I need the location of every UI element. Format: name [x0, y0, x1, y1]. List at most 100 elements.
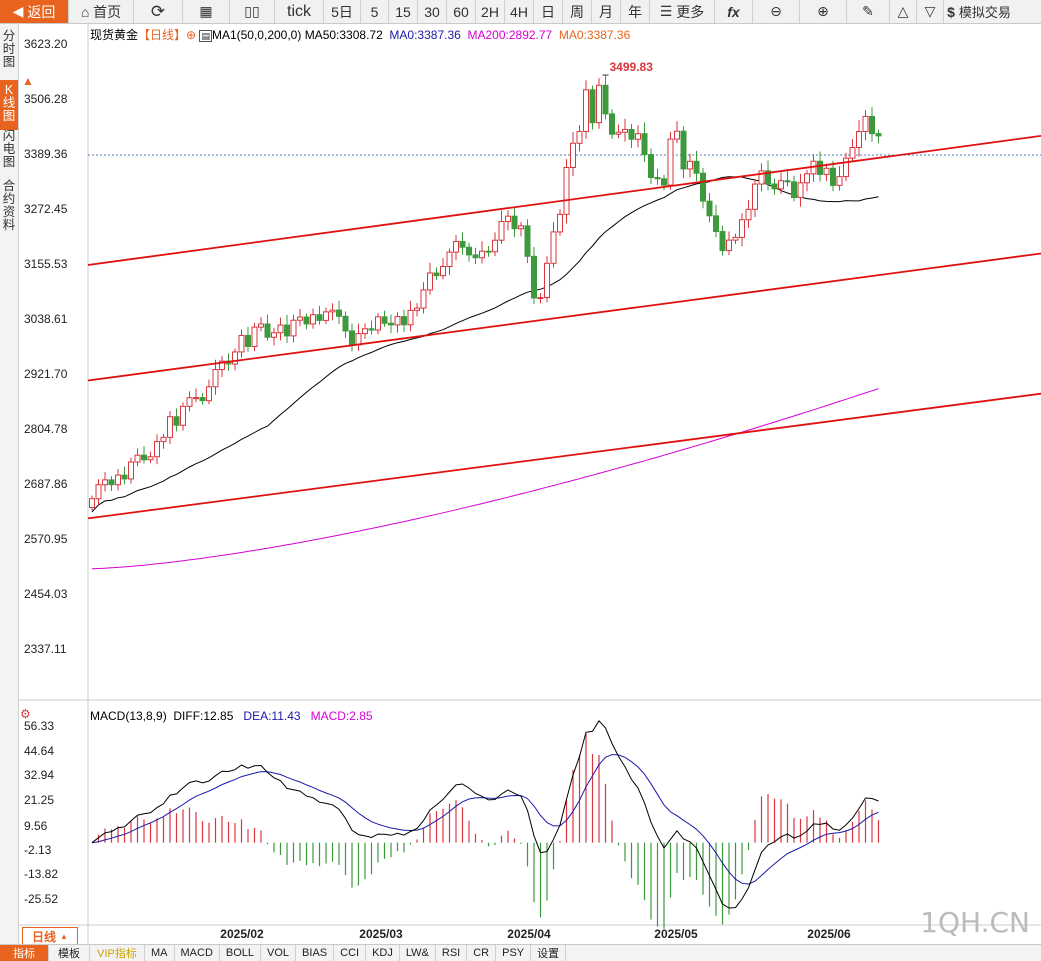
period-2h[interactable]: 2H — [476, 0, 505, 23]
bullish-candle — [537, 297, 544, 300]
bullish-candle — [674, 130, 680, 140]
period-month[interactable]: 月 — [592, 0, 621, 23]
bearish-candle — [654, 177, 661, 180]
period-day[interactable]: 日 — [534, 0, 563, 23]
tab-vip-indicator[interactable]: VIP指标 — [90, 945, 145, 961]
bearish-candle — [817, 160, 823, 175]
watermark: 1QH.CN — [920, 906, 1030, 939]
bullish-candle — [271, 332, 277, 338]
back-button[interactable]: ◀ 返回 — [0, 0, 69, 23]
macd-pane — [91, 719, 880, 929]
bearish-candle — [108, 479, 115, 486]
tab-bias[interactable]: BIAS — [296, 945, 335, 961]
sidebar-tab-kline[interactable]: K线图 — [0, 80, 18, 130]
indicator-icon: ▤ — [199, 30, 212, 42]
period-30m[interactable]: 30 — [418, 0, 447, 23]
bullish-candle — [570, 142, 576, 169]
channel-line — [87, 252, 1041, 382]
bullish-candle — [147, 456, 154, 461]
sidebar-tab-intraday[interactable]: 分时图 — [2, 29, 16, 69]
tab-cci[interactable]: CCI — [334, 945, 367, 961]
tab-ma[interactable]: MA — [145, 945, 175, 961]
tab-lw[interactable]: LW& — [400, 945, 436, 961]
bullish-candle — [492, 239, 498, 253]
y-tick-label: 3038.61 — [24, 312, 68, 326]
bullish-candle — [232, 351, 238, 365]
y-tick-label: 3623.20 — [24, 37, 68, 51]
channel-line — [87, 392, 1041, 520]
bullish-candle — [576, 130, 583, 144]
bullish-candle — [622, 128, 628, 133]
bearish-candle — [602, 84, 609, 115]
bearish-candle — [381, 316, 388, 324]
tab-rsi[interactable]: RSI — [436, 945, 468, 961]
period-tick[interactable]: tick — [275, 0, 324, 23]
pencil-icon: ✎ — [862, 3, 874, 19]
candle-type-button[interactable]: ▯▯ — [230, 0, 275, 23]
bullish-candle — [667, 138, 674, 186]
refresh-button[interactable]: ⟳ — [134, 0, 183, 23]
bearish-candle — [609, 113, 615, 135]
tab-psy[interactable]: PSY — [496, 945, 532, 961]
macd-tick-label: -13.82 — [24, 867, 59, 881]
bullish-candle — [615, 131, 622, 135]
period-15m[interactable]: 15 — [389, 0, 418, 23]
tab-kdj[interactable]: KDJ — [366, 945, 400, 961]
bearish-candle — [524, 225, 531, 257]
macd-settings-icon[interactable]: ⚙ — [20, 707, 31, 721]
period-selector[interactable]: 日线 ▲ — [22, 927, 78, 945]
tab-vol[interactable]: VOL — [261, 945, 297, 961]
formula-button[interactable]: fx — [715, 0, 753, 23]
bullish-candle — [596, 84, 602, 124]
home-icon: ⌂ — [80, 3, 94, 20]
settings-icon[interactable]: ⊕ — [186, 28, 197, 42]
instrument-title: 现货黄金 — [90, 28, 139, 42]
bearish-candle — [245, 334, 251, 347]
move-down-button[interactable]: ▽ — [917, 0, 944, 23]
bullish-candle — [856, 131, 862, 149]
draw-button[interactable]: ✎ — [847, 0, 890, 23]
ma0-value-a: MA0:3387.36 — [389, 28, 461, 42]
bearish-candle — [199, 397, 206, 402]
period-5d[interactable]: 5日 — [324, 0, 361, 23]
move-up-button[interactable]: △ — [890, 0, 917, 23]
y-tick-label: 3389.36 — [24, 147, 68, 161]
period-5m[interactable]: 5 — [361, 0, 389, 23]
zoom-out-button[interactable]: ⊖ — [753, 0, 800, 23]
more-button[interactable]: ☰ 更多 — [650, 0, 715, 23]
tab-cr[interactable]: CR — [467, 945, 497, 961]
bullish-candle — [563, 167, 570, 215]
ma-name: MA1(50,0,200,0) — [211, 28, 302, 42]
bullish-candle — [394, 316, 401, 326]
period-60m[interactable]: 60 — [447, 0, 476, 23]
simulated-trade-button[interactable]: $ 模拟交易 — [947, 3, 1011, 21]
sidebar-tab-contract[interactable]: 合约资料 — [2, 179, 16, 232]
tab-template[interactable]: 模板 — [49, 945, 90, 961]
collapse-icon[interactable]: ▲ — [22, 74, 34, 88]
period-year[interactable]: 年 — [621, 0, 650, 23]
tab-settings[interactable]: 设置 — [531, 945, 567, 961]
zoom-in-button[interactable]: ⊕ — [800, 0, 847, 23]
tab-indicator[interactable]: 指标 — [0, 945, 49, 961]
bullish-candle — [557, 213, 563, 233]
bullish-candle — [732, 236, 739, 241]
home-button[interactable]: ⌂ 首页 — [69, 0, 134, 23]
bullish-candle — [726, 239, 732, 252]
zoom-out-icon: ⊖ — [770, 3, 782, 19]
bullish-candle — [238, 334, 245, 353]
bullish-candle — [446, 251, 453, 268]
tab-macd[interactable]: MACD — [175, 945, 220, 961]
x-tick-label: 2025/02 — [220, 927, 264, 941]
bullish-candle — [544, 262, 550, 299]
period-week[interactable]: 周 — [563, 0, 592, 23]
tab-boll[interactable]: BOLL — [220, 945, 262, 961]
chart-type-button[interactable]: ▦ — [183, 0, 230, 23]
bearish-candle — [342, 315, 349, 332]
period-4h[interactable]: 4H — [505, 0, 534, 23]
sidebar-tab-flash[interactable]: 闪电图 — [2, 129, 16, 169]
y-tick-label: 2687.86 — [24, 477, 68, 491]
macd-tick-label: 56.33 — [24, 719, 55, 733]
zoom-in-icon: ⊕ — [817, 3, 829, 19]
bearish-candle — [173, 416, 180, 426]
